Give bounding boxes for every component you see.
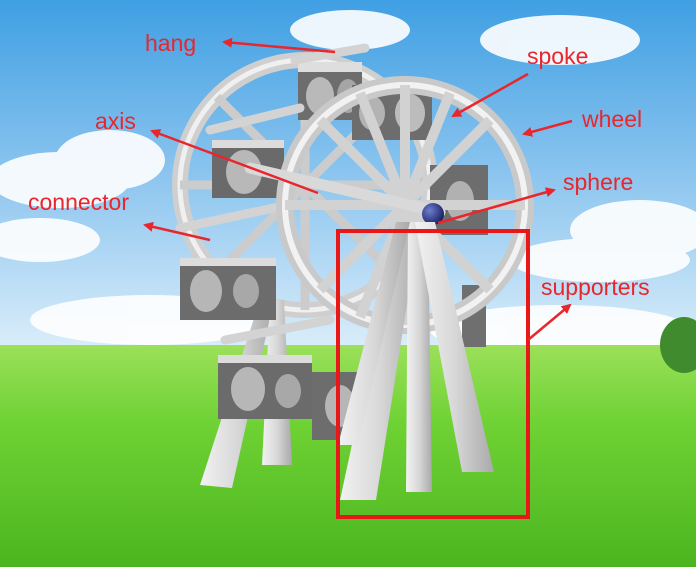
label-axis: axis — [95, 108, 136, 134]
arrow-sphere — [437, 187, 556, 225]
arrow-supporters — [527, 303, 572, 341]
cabin-bottom-left — [218, 355, 312, 419]
clouds — [0, 10, 696, 355]
label-supporters: supporters — [541, 274, 650, 300]
label-sphere: sphere — [563, 169, 633, 195]
arrow-spoke — [451, 72, 529, 118]
label-hang: hang — [145, 30, 196, 56]
label-wheel: wheel — [581, 106, 642, 132]
cabin-left-mid — [180, 258, 276, 320]
connectors — [175, 43, 370, 345]
arrow-connector — [143, 221, 211, 242]
sphere-icon — [422, 203, 444, 225]
bush — [660, 317, 696, 373]
arrow-axis — [150, 129, 319, 195]
supporters-highlight-box — [336, 229, 530, 519]
label-connector: connector — [28, 189, 129, 215]
front-supporters — [338, 222, 494, 500]
label-spoke: spoke — [527, 43, 588, 69]
arrow-wheel — [522, 119, 573, 137]
annotation-arrows — [143, 37, 573, 341]
arrow-hang — [222, 37, 336, 54]
axis-beam — [244, 162, 446, 218]
